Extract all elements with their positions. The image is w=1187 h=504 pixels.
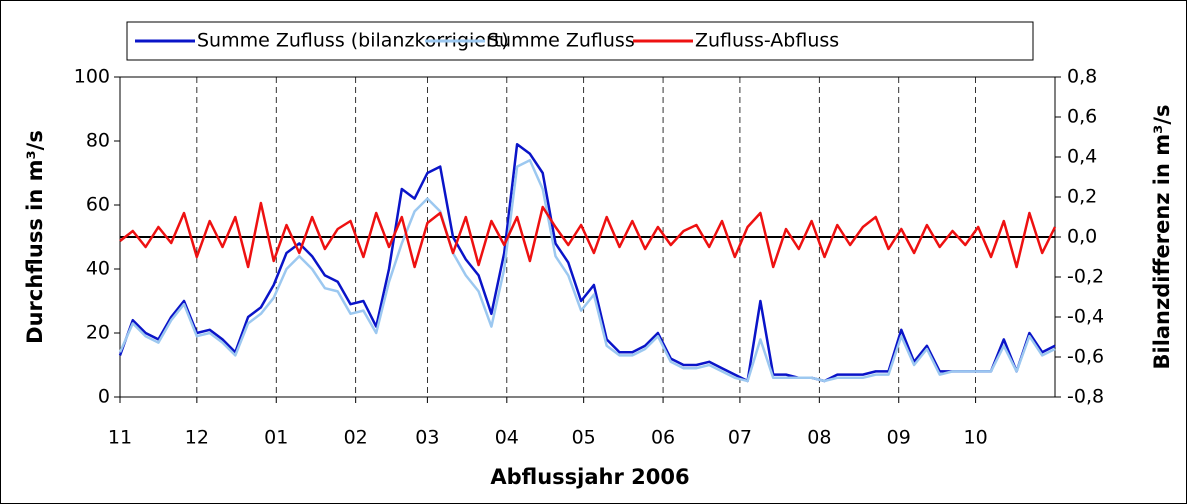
x-tick-label: 03 [415, 427, 439, 449]
x-tick-label: 02 [344, 427, 368, 449]
y2-tick-label: 0,4 [1067, 146, 1097, 168]
y2-tick-label: 0,0 [1067, 226, 1097, 248]
x-tick-label: 10 [963, 427, 987, 449]
y-axis-title: Durchfluss in m³/s [23, 130, 47, 344]
legend-label: Summe Zufluss (bilanzkorrigiert) [197, 30, 509, 52]
x-tick-label: 09 [887, 427, 911, 449]
x-tick-label: 06 [651, 427, 675, 449]
legend-label: Zufluss-Abfluss [695, 30, 839, 52]
legend-box [126, 21, 1034, 61]
x-tick-label: 08 [807, 427, 831, 449]
legend-label: Summe Zufluss [487, 30, 635, 52]
y2-tick-label: 0,8 [1067, 66, 1097, 88]
y2-tick-label: -0,4 [1067, 306, 1104, 328]
y-tick-label: 80 [86, 130, 110, 152]
y2-tick-label: -0,6 [1067, 346, 1104, 368]
y-tick-label: 20 [86, 322, 110, 344]
x-axis-title: Abflussjahr 2006 [490, 465, 689, 489]
y2-tick-label: -0,8 [1067, 386, 1104, 408]
y2-tick-label: 0,6 [1067, 106, 1097, 128]
series-line [118, 158, 1056, 383]
y-tick-label: 100 [74, 66, 110, 88]
y2-axis-title: Bilanzdifferenz in m³/s [1150, 104, 1174, 369]
x-tick-label: 01 [264, 427, 288, 449]
x-tick-label: 04 [495, 427, 519, 449]
x-tick-label: 05 [572, 427, 596, 449]
y-tick-label: 40 [86, 258, 110, 280]
x-tick-label: 07 [728, 427, 752, 449]
series-line [119, 201, 1057, 269]
y-tick-label: 0 [98, 386, 110, 408]
y2-tick-label: 0,2 [1067, 186, 1097, 208]
series-line [118, 142, 1056, 383]
y-tick-label: 60 [86, 194, 110, 216]
x-tick-label: 11 [108, 427, 132, 449]
y2-tick-label: -0,2 [1067, 266, 1104, 288]
x-tick-label: 12 [185, 427, 209, 449]
